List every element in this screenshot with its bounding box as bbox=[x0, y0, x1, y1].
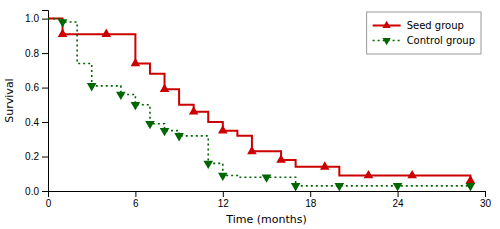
marker bbox=[131, 102, 141, 110]
marker bbox=[335, 183, 345, 191]
tick-mark bbox=[398, 191, 399, 197]
marks bbox=[48, 19, 475, 191]
marker bbox=[320, 161, 330, 169]
marker bbox=[364, 170, 374, 178]
tick: 1.0 bbox=[25, 13, 48, 24]
tick: 18 bbox=[305, 191, 317, 209]
marker bbox=[174, 133, 184, 141]
tick: 30 bbox=[480, 191, 492, 209]
legend-frame bbox=[367, 12, 481, 54]
marker bbox=[218, 173, 228, 181]
tick-mark bbox=[42, 191, 48, 192]
plot-area: 0 6 12 18 24 30 0.0 0.2 0.4 0.6 0.8 1.0 Seed group Co… bbox=[25, 11, 491, 210]
tick-label: 30 bbox=[480, 198, 492, 209]
marker bbox=[276, 154, 286, 162]
marker bbox=[218, 125, 228, 133]
tick: 6 bbox=[133, 191, 139, 209]
tick: 0.8 bbox=[25, 48, 48, 59]
tick: 0.0 bbox=[25, 186, 48, 197]
marker bbox=[203, 161, 213, 169]
marker bbox=[466, 175, 476, 183]
tick: 0.4 bbox=[25, 117, 48, 128]
x-axis-title: Time (months) bbox=[225, 213, 306, 226]
tick-label: 18 bbox=[305, 198, 317, 209]
tick-label: 0.4 bbox=[25, 117, 39, 128]
tick-mark bbox=[485, 191, 486, 197]
tick-label: 0.6 bbox=[25, 82, 39, 93]
marker bbox=[189, 106, 199, 114]
marker bbox=[131, 58, 141, 66]
marker bbox=[145, 121, 155, 129]
tick-mark bbox=[42, 19, 48, 20]
tick-label: 0.0 bbox=[25, 186, 39, 197]
tick-mark bbox=[223, 191, 224, 197]
legend-item: Seed group bbox=[373, 20, 464, 31]
tick-label: 12 bbox=[218, 198, 230, 209]
marker bbox=[407, 170, 417, 178]
tick-label: 24 bbox=[393, 198, 405, 209]
tick-label: 1.0 bbox=[25, 13, 39, 24]
marker bbox=[393, 183, 403, 191]
y-axis-title: Survival bbox=[3, 78, 16, 122]
marker bbox=[160, 128, 170, 136]
marker bbox=[466, 183, 476, 191]
axis-line bbox=[49, 192, 486, 198]
legend-item: Control group bbox=[373, 35, 475, 46]
markers bbox=[58, 19, 475, 191]
tick-mark bbox=[135, 191, 136, 197]
tick-mark bbox=[42, 122, 48, 123]
marker bbox=[87, 83, 97, 91]
marker bbox=[291, 183, 301, 191]
legend-marker bbox=[382, 38, 390, 45]
tick-label: 0 bbox=[46, 198, 52, 209]
tick-mark bbox=[42, 88, 48, 89]
marker bbox=[247, 146, 257, 154]
tick: 0.6 bbox=[25, 82, 48, 93]
tick: 0 bbox=[46, 191, 52, 209]
marker bbox=[101, 29, 111, 37]
tick-label: 0.8 bbox=[25, 48, 39, 59]
legend: Seed group Control group bbox=[367, 12, 481, 54]
marker bbox=[262, 174, 272, 182]
tick-mark bbox=[310, 191, 311, 197]
chart: 0 6 12 18 24 30 0.0 0.2 0.4 0.6 0.8 1.0 Seed group Co… bbox=[0, 0, 500, 229]
legend-marker bbox=[382, 21, 390, 28]
tick-mark bbox=[42, 157, 48, 158]
tick-label: 6 bbox=[133, 198, 139, 209]
marker bbox=[116, 92, 126, 100]
marker bbox=[160, 84, 170, 92]
y-axis: 0.0 0.2 0.4 0.6 0.8 1.0 bbox=[25, 11, 48, 197]
x-axis: 0 6 12 18 24 30 bbox=[46, 191, 492, 209]
legend-label: Seed group bbox=[407, 20, 464, 31]
marker bbox=[58, 19, 68, 27]
tick: 12 bbox=[218, 191, 230, 209]
tick-mark bbox=[42, 53, 48, 54]
marker bbox=[58, 29, 68, 37]
tick: 24 bbox=[393, 191, 405, 209]
tick: 0.2 bbox=[25, 151, 48, 162]
legend-label: Control group bbox=[407, 35, 475, 46]
axis-line bbox=[42, 11, 49, 192]
tick-label: 0.2 bbox=[25, 151, 39, 162]
